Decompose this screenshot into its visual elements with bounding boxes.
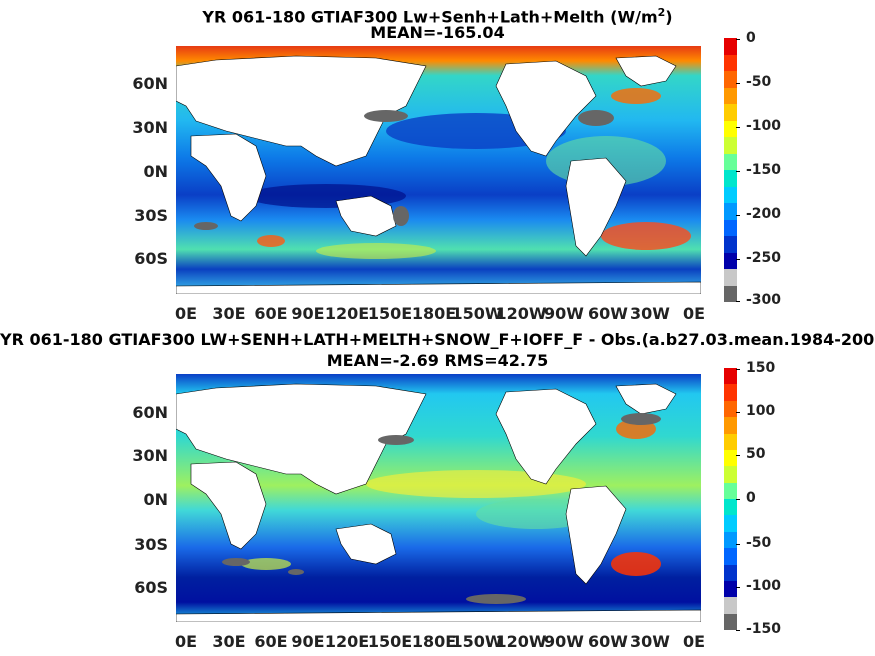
panel2-cbar-tick: 100 xyxy=(735,403,776,419)
colorbar-segment xyxy=(724,104,737,121)
colorbar-segment xyxy=(724,71,737,88)
panel2-lon-label: 120E xyxy=(324,632,370,651)
colorbar-segment xyxy=(724,597,737,614)
colorbar-segment xyxy=(724,87,737,104)
panel2-cbar-tick: -150 xyxy=(735,621,782,637)
panel2-subtitle: MEAN=-2.69 RMS=42.75 xyxy=(326,351,549,370)
colorbar-segment xyxy=(724,368,737,385)
panel2-lon-label: 0E xyxy=(174,632,198,651)
panel1-cbar-tick: -100 xyxy=(735,118,782,134)
colorbar-segment xyxy=(724,548,737,565)
panel2-lon-label: 90W xyxy=(544,632,584,651)
panel2-lon-label: 60W xyxy=(588,632,628,651)
panel1-land xyxy=(176,55,701,294)
colorbar-segment xyxy=(724,417,737,434)
panel2-lon-label: 0E xyxy=(682,632,706,651)
panel2-lat-0n: 0N xyxy=(143,490,168,509)
colorbar-segment xyxy=(724,531,737,549)
panel1-lon-axis: 0E 30E 60E 90E 120E 150E 180E 150W 120W … xyxy=(160,304,720,324)
panel2-lon-label: 60E xyxy=(254,632,288,651)
colorbar-segment xyxy=(724,38,737,55)
panel1-lat-0n: 0N xyxy=(143,162,168,181)
panel1-lon-label: 30W xyxy=(630,304,670,323)
panel2-cbar-tick: 50 xyxy=(735,446,766,462)
colorbar-segment xyxy=(724,499,737,516)
panel2-lon-axis: 0E 30E 60E 90E 120E 150E 180E 150W 120W … xyxy=(160,632,720,652)
panel2-title: YR 061-180 GTIAF300 LW+SENH+LATH+MELTH+S… xyxy=(0,330,875,349)
panel1-lat-60n: 60N xyxy=(132,74,168,93)
panel2-map xyxy=(176,374,701,622)
panel1-lon-label: 90E xyxy=(291,304,325,323)
panel1-cbar-tick: -150 xyxy=(735,162,782,178)
panel1-cbar-tick: -300 xyxy=(735,292,782,308)
panel1-lon-label: 60W xyxy=(588,304,628,323)
colorbar-segment xyxy=(724,449,737,467)
panel2-lon-label: 180E xyxy=(411,632,457,651)
panel2-cbar-tick: -50 xyxy=(735,535,772,551)
colorbar-segment xyxy=(724,219,737,236)
panel2-colorbar xyxy=(724,368,737,630)
panel2-land xyxy=(176,383,701,622)
panel2-lat-30n: 30N xyxy=(132,446,168,465)
panel1-lon-label: 120E xyxy=(324,304,370,323)
colorbar-segment xyxy=(724,613,737,630)
panel2-cbar-tick: 0 xyxy=(736,490,756,506)
panel1-lon-label: 60E xyxy=(254,304,288,323)
colorbar-segment xyxy=(724,54,737,71)
colorbar-segment xyxy=(724,236,737,253)
panel1-lon-label: 120W xyxy=(495,304,547,323)
panel1-lat-30n: 30N xyxy=(132,118,168,137)
colorbar-segment xyxy=(724,285,737,302)
colorbar-segment xyxy=(724,153,737,170)
panel2-cbar-tick: 150 xyxy=(735,360,776,376)
colorbar-segment xyxy=(724,269,737,286)
colorbar-segment xyxy=(724,120,737,137)
panel1-lat-60s: 60S xyxy=(134,249,168,268)
colorbar-segment xyxy=(724,564,737,581)
panel1-lat-30s: 30S xyxy=(134,206,168,225)
panel1-subtitle: MEAN=-165.04 xyxy=(370,23,505,42)
panel2-cbar-tick: -100 xyxy=(735,578,782,594)
panel2-lon-label: 30W xyxy=(630,632,670,651)
panel1-lon-label: 150E xyxy=(367,304,413,323)
panel2-lat-30s: 30S xyxy=(134,535,168,554)
colorbar-segment xyxy=(724,252,737,269)
colorbar-segment xyxy=(724,137,737,154)
panel1-cbar-tick: -50 xyxy=(735,74,772,90)
colorbar-segment xyxy=(724,515,737,532)
panel1-lon-label: 90W xyxy=(544,304,584,323)
panel1-title: YR 061-180 GTIAF300 Lw+Senh+Lath+Melth (… xyxy=(202,6,673,27)
colorbar-segment xyxy=(724,384,737,401)
colorbar-segment xyxy=(724,170,737,187)
panel1-lon-label: 180E xyxy=(411,304,457,323)
panel1-lon-label: 0E xyxy=(682,304,706,323)
panel1-lon-label: 0E xyxy=(174,304,198,323)
panel1-cbar-tick: 0 xyxy=(736,30,756,46)
colorbar-segment xyxy=(724,203,737,220)
panel2-lon-label: 90E xyxy=(291,632,325,651)
colorbar-segment xyxy=(724,186,737,203)
colorbar-segment xyxy=(724,466,737,483)
panel2-lat-60s: 60S xyxy=(134,578,168,597)
colorbar-segment xyxy=(724,580,737,598)
panel1-cbar-tick: -250 xyxy=(735,250,782,266)
panel2-lon-label: 120W xyxy=(495,632,547,651)
panel1-lon-label: 30E xyxy=(212,304,246,323)
colorbar-segment xyxy=(724,400,737,418)
panel1-cbar-tick: -200 xyxy=(735,206,782,222)
panel1-colorbar xyxy=(724,38,737,302)
panel2-lat-60n: 60N xyxy=(132,403,168,422)
colorbar-segment xyxy=(724,433,737,450)
colorbar-segment xyxy=(724,482,737,499)
panel2-lon-label: 150E xyxy=(367,632,413,651)
panel1-lon-label: 150W xyxy=(451,304,503,323)
panel2-lon-label: 30E xyxy=(212,632,246,651)
panel2-lon-label: 150W xyxy=(451,632,503,651)
panel1-map xyxy=(176,46,701,294)
